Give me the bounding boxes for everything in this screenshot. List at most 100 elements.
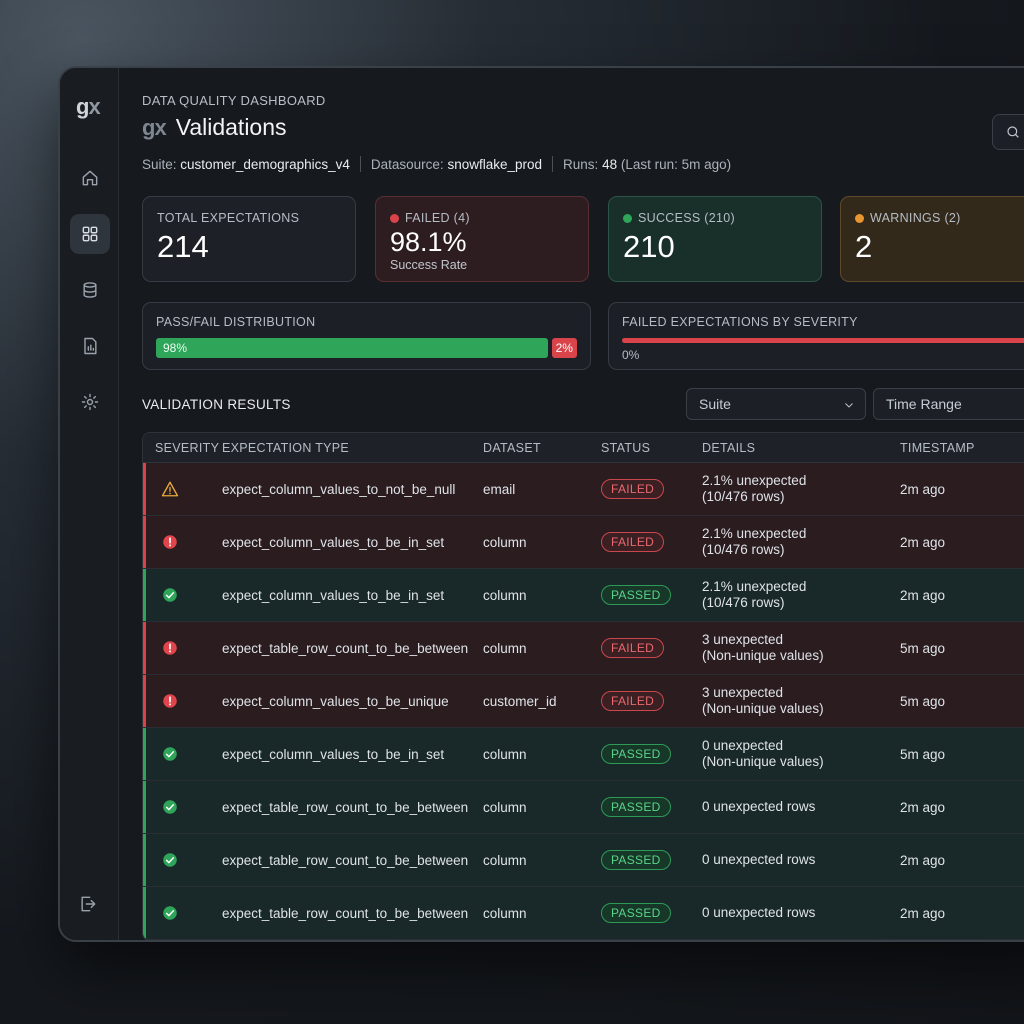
table-row[interactable]: expect_table_row_count_to_be_between colu… (143, 781, 1024, 834)
suite-filter[interactable]: Suite (686, 388, 866, 420)
dataset: column (483, 905, 527, 921)
col-details[interactable]: DETAILS (702, 440, 756, 455)
dataset: email (483, 481, 516, 497)
severity-pct: 0% (622, 348, 640, 362)
table-row[interactable]: expect_table_row_count_to_be_between colu… (143, 887, 1024, 940)
card-value: 214 (157, 229, 209, 264)
status-cell: FAILED (601, 479, 702, 499)
table-row[interactable]: expect_column_values_to_be_in_set column P… (143, 728, 1024, 781)
details-line: (10/476 rows) (702, 595, 785, 610)
col-severity[interactable]: SEVERITY (155, 440, 220, 455)
details-line: (Non-unique values) (702, 648, 824, 663)
suite-filter-label: Suite (699, 396, 731, 412)
check-circle-icon (143, 586, 222, 604)
details-line: 0 unexpected (702, 738, 784, 753)
status-cell: PASSED (601, 744, 702, 764)
title-logo: gx (142, 114, 167, 140)
status-cell: FAILED (601, 638, 702, 658)
table-row[interactable]: expect_table_row_count_to_be_between colu… (143, 622, 1024, 675)
divider (552, 156, 554, 172)
severity-bar (622, 338, 1024, 343)
error-icon (143, 692, 222, 710)
status-cell: PASSED (601, 850, 702, 870)
check-circle-icon (143, 798, 222, 816)
card-value: 210 (623, 229, 675, 264)
card-label: SUCCESS (210) (638, 211, 735, 225)
expectation-type: expect_column_values_to_not_be_null (222, 481, 456, 497)
total-expectations-card[interactable]: TOTAL EXPECTATIONS 214 (142, 196, 356, 282)
status-cell: PASSED (601, 797, 702, 817)
app-logo[interactable]: gx (76, 94, 101, 119)
meta-runs: Runs: 48 (Last run: 5m ago) (563, 156, 732, 172)
report-icon[interactable] (70, 326, 110, 366)
details: 0 unexpected rows (702, 905, 900, 921)
panel-label: PASS/FAIL DISTRIBUTION (156, 315, 316, 329)
fail-segment: 2% (551, 338, 577, 358)
meta-suite: Suite: customer_demographics_v4 (142, 156, 350, 172)
details-line: (10/476 rows) (702, 542, 785, 557)
error-icon (143, 533, 222, 551)
details: 3 unexpected (Non-unique values) (702, 632, 900, 664)
error-icon (143, 639, 222, 657)
logout-icon[interactable] (78, 894, 98, 914)
home-icon[interactable] (70, 158, 110, 198)
details-line: (Non-unique values) (702, 701, 824, 716)
table-row[interactable]: expect_table_row_count_to_be_between colu… (143, 834, 1024, 887)
table-header: SEVERITY EXPECTATION TYPE DATASET STATUS… (143, 433, 1024, 463)
title-row: gx Validations (142, 114, 287, 141)
section-title: VALIDATION RESULTS (142, 397, 291, 412)
timestamp: 2m ago (900, 852, 946, 868)
col-dataset[interactable]: DATASET (483, 440, 541, 455)
timestamp: 2m ago (900, 534, 946, 550)
table-row[interactable]: expect_column_values_to_be_in_set column F… (143, 516, 1024, 569)
pass-segment: 98% (156, 338, 548, 358)
page-meta: Suite: customer_demographics_v4 Datasour… (142, 156, 731, 172)
status-badge: FAILED (601, 638, 665, 658)
database-icon[interactable] (70, 270, 110, 310)
col-status[interactable]: STATUS (601, 440, 651, 455)
grid-icon[interactable] (70, 214, 110, 254)
validation-results-table: SEVERITY EXPECTATION TYPE DATASET STATUS… (142, 432, 1024, 940)
time-range-label: Time Range (886, 396, 962, 412)
time-range-filter[interactable]: Time Range (873, 388, 1024, 420)
success-card[interactable]: SUCCESS (210) 210 (608, 196, 822, 282)
status-dot (623, 213, 632, 223)
details-line: 2.1% unexpected (702, 579, 807, 594)
status-badge: PASSED (601, 585, 671, 605)
status-cell: FAILED (601, 691, 702, 711)
chevron-down-icon (845, 403, 853, 408)
expectation-type: expect_table_row_count_to_be_between (222, 905, 469, 921)
card-value: 2 (855, 229, 873, 264)
dataset: column (483, 799, 527, 815)
dataset: column (483, 587, 527, 603)
warnings-card[interactable]: WARNINGS (2) 2 (840, 196, 1024, 282)
table-row[interactable]: expect_column_values_to_be_in_set column P… (143, 569, 1024, 622)
details-line: 0 unexpected rows (702, 799, 816, 814)
status-cell: PASSED (601, 585, 702, 605)
status-badge: PASSED (601, 744, 671, 764)
status-badge: FAILED (601, 691, 665, 711)
divider (359, 156, 361, 172)
details-line: (10/476 rows) (702, 489, 785, 504)
check-circle-icon (143, 904, 222, 922)
status-cell: PASSED (601, 903, 702, 923)
col-expectation-type[interactable]: EXPECTATION TYPE (222, 440, 350, 455)
table-row[interactable]: expect_column_values_to_not_be_null email… (143, 463, 1024, 516)
gear-icon[interactable] (70, 382, 110, 422)
search-button[interactable] (992, 114, 1024, 150)
table-row[interactable]: expect_column_values_to_be_unique custome… (143, 675, 1024, 728)
details-line: 0 unexpected rows (702, 905, 816, 920)
distribution-bar: 98% 2% (156, 338, 577, 358)
col-timestamp[interactable]: TIMESTAMP (900, 440, 975, 455)
timestamp: 5m ago (900, 693, 946, 709)
status-dot (390, 213, 399, 223)
expectation-type: expect_column_values_to_be_unique (222, 693, 449, 709)
status-badge: PASSED (601, 850, 671, 870)
status-badge: PASSED (601, 903, 671, 923)
status-badge: FAILED (601, 479, 665, 499)
failed-card[interactable]: FAILED (4) 98.1% Success Rate (375, 196, 589, 282)
details: 2.1% unexpected (10/476 rows) (702, 473, 900, 505)
page-eyebrow: DATA QUALITY DASHBOARD (142, 93, 326, 108)
details-line: 2.1% unexpected (702, 473, 807, 488)
timestamp: 2m ago (900, 481, 946, 497)
